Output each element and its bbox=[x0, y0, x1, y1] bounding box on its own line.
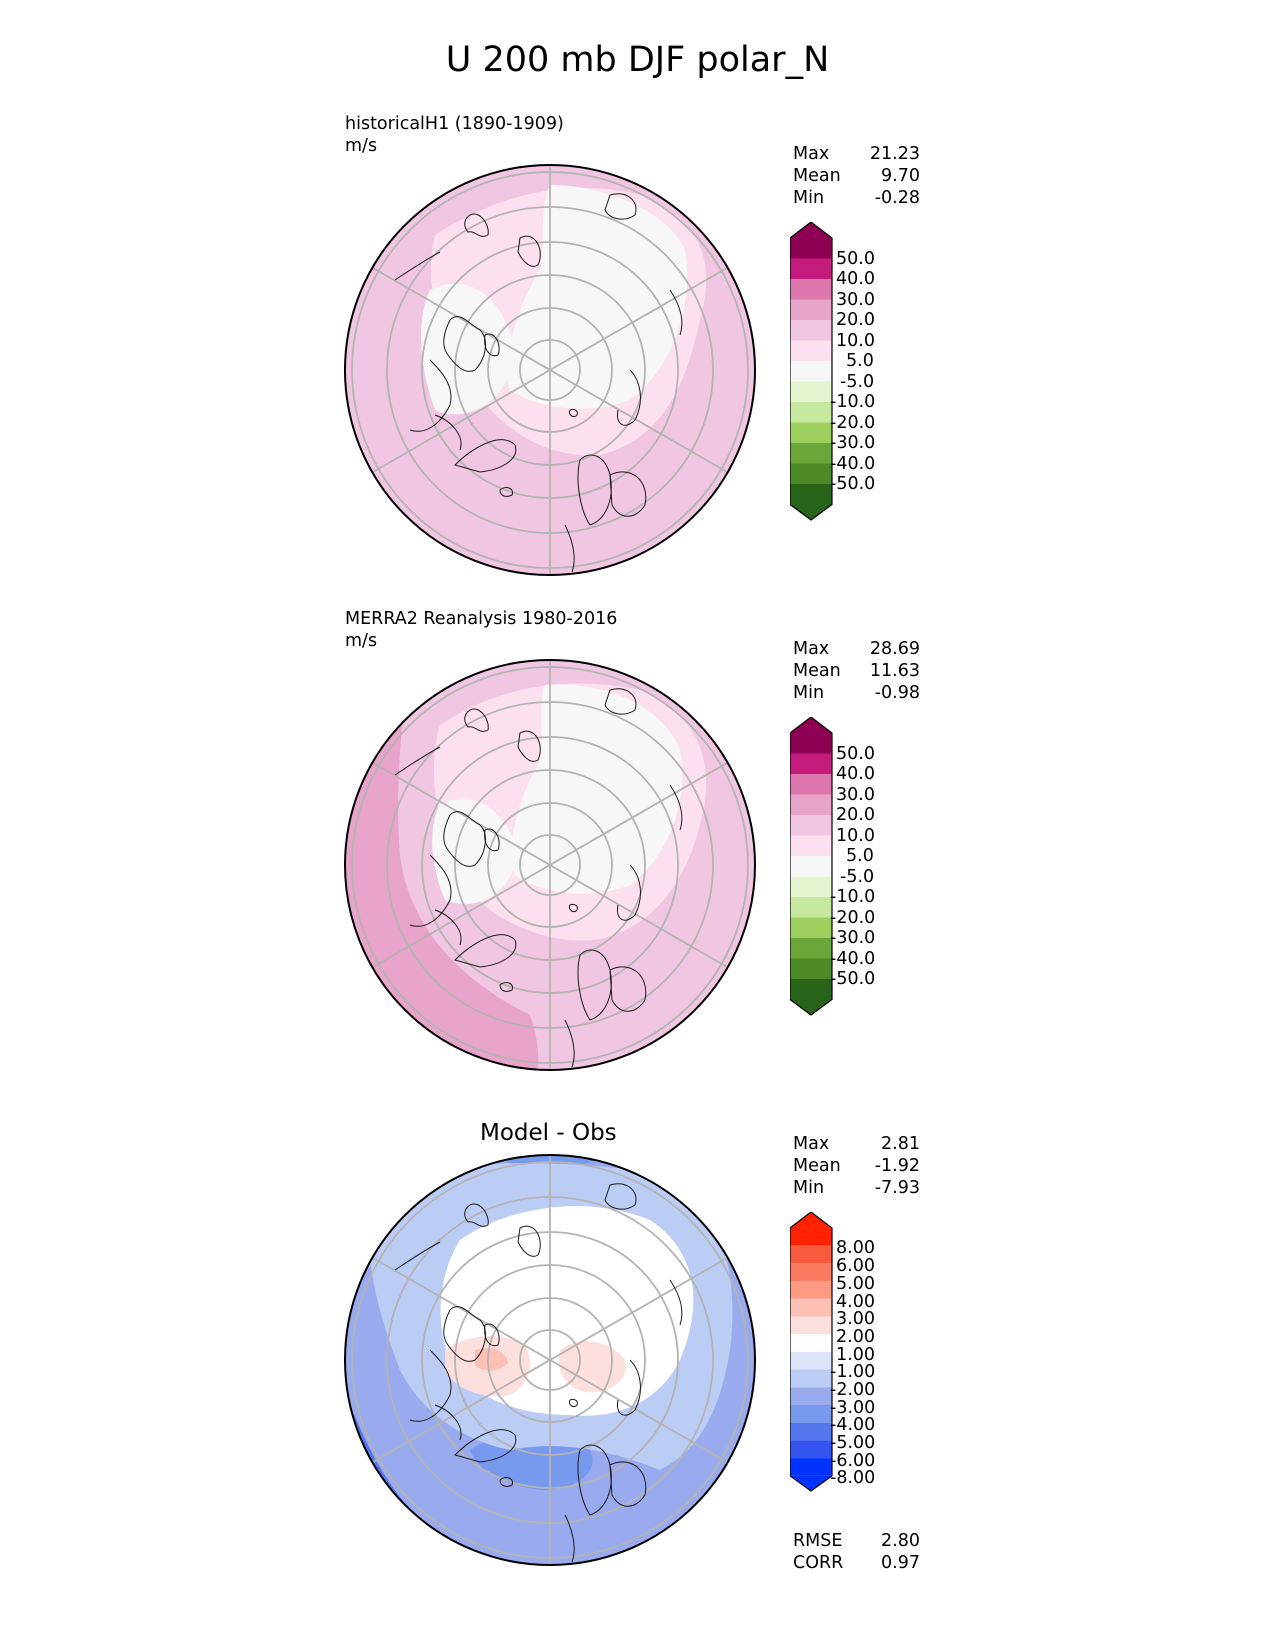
colorbar-tick-label: -40.0 bbox=[830, 454, 876, 474]
stat-label: Min bbox=[793, 683, 825, 703]
colorbar-tick-label: -10.0 bbox=[830, 392, 876, 412]
field-fill-neg5-5 bbox=[507, 185, 688, 409]
colorbar-tick-label: -8.00 bbox=[830, 1468, 876, 1488]
colorbar-tick-label: 5.00 bbox=[836, 1274, 875, 1294]
stat-min: -0.98 bbox=[874, 683, 920, 703]
colorbar-tick-label: 1.00 bbox=[836, 1345, 875, 1365]
field-fill-neg5-5-atlantic bbox=[420, 283, 515, 415]
coastlines bbox=[394, 1183, 683, 1563]
colorbar-tick-label: 8.00 bbox=[836, 1238, 875, 1258]
model-dataset-label: historicalH1 (1890-1909) bbox=[345, 114, 564, 134]
graticule bbox=[345, 660, 755, 1070]
stat-label: Min bbox=[793, 188, 825, 208]
graticule bbox=[345, 165, 755, 575]
model-colorbar bbox=[790, 222, 833, 521]
model-stats: Max 21.23 Mean 9.70 Min -0.28 bbox=[793, 143, 920, 209]
colorbar-tick-label: 40.0 bbox=[836, 269, 875, 289]
diff-stats: Max 2.81 Mean -1.92 Min -7.93 bbox=[793, 1133, 920, 1199]
colorbar-tick-label: 4.00 bbox=[836, 1292, 875, 1312]
colorbar-tick-label: -30.0 bbox=[830, 433, 876, 453]
diff-polar-map bbox=[344, 1154, 756, 1566]
colorbar-tick-label: -10.0 bbox=[830, 887, 876, 907]
colorbar-tick-label: -40.0 bbox=[830, 949, 876, 969]
stat-min: -0.28 bbox=[874, 188, 920, 208]
colorbar-tick-label: -6.00 bbox=[830, 1451, 876, 1471]
diff-fill-neg4-neg3-europe bbox=[470, 1435, 593, 1490]
obs-dataset-label: MERRA2 Reanalysis 1980-2016 bbox=[345, 609, 618, 629]
colorbar-tick-label: 6.00 bbox=[836, 1256, 875, 1276]
stat-max: 2.81 bbox=[881, 1134, 920, 1154]
colorbar-tick-label: 5.0 bbox=[846, 351, 874, 371]
colorbar-tick-label: 2.00 bbox=[836, 1327, 875, 1347]
diff-panel-title: Model - Obs bbox=[480, 1120, 617, 1146]
colorbar-tick-label: 20.0 bbox=[836, 805, 875, 825]
colorbar-tick-label: 10.0 bbox=[836, 331, 875, 351]
obs-panel-title: MERRA2 Reanalysis 1980-2016 m/s bbox=[345, 608, 617, 652]
graticule bbox=[345, 1155, 755, 1565]
colorbar-tick-label: -5.0 bbox=[840, 867, 875, 887]
stat-min: -7.93 bbox=[874, 1178, 920, 1198]
model-units-label: m/s bbox=[345, 136, 378, 156]
colorbar-tick-label: 20.0 bbox=[836, 310, 875, 330]
colorbar-extend-bottom bbox=[790, 504, 832, 520]
colorbar-tick-label: -3.00 bbox=[830, 1398, 876, 1418]
diff-fill-2-3 bbox=[475, 1348, 508, 1371]
colorbar-tick-label: 3.00 bbox=[836, 1309, 875, 1329]
colorbar-tick-label: 10.0 bbox=[836, 826, 875, 846]
stat-label: Mean bbox=[793, 1156, 841, 1176]
diff-colorbar bbox=[790, 1212, 833, 1492]
colorbar-extend-top bbox=[790, 222, 832, 238]
stat-mean: 11.63 bbox=[869, 661, 920, 681]
colorbar-tick-label: 50.0 bbox=[836, 744, 875, 764]
model-polar-map bbox=[344, 164, 756, 576]
rmse-value: 2.80 bbox=[881, 1531, 920, 1551]
obs-colorbar bbox=[790, 717, 833, 1016]
stat-mean: -1.92 bbox=[874, 1156, 920, 1176]
field-fill-20-30 bbox=[345, 660, 539, 1070]
colorbar-tick-label: -4.00 bbox=[830, 1415, 876, 1435]
colorbar-tick-label: -30.0 bbox=[830, 928, 876, 948]
obs-units-label: m/s bbox=[345, 631, 378, 651]
corr-label: CORR bbox=[793, 1553, 844, 1573]
colorbar-extend-bottom bbox=[790, 1475, 832, 1491]
corr-value: 0.97 bbox=[881, 1553, 920, 1573]
stat-mean: 9.70 bbox=[881, 166, 920, 186]
colorbar-tick-label: -5.0 bbox=[840, 372, 875, 392]
stat-label: Max bbox=[793, 639, 830, 659]
colorbar-tick-label: 30.0 bbox=[836, 785, 875, 805]
stat-max: 21.23 bbox=[869, 144, 920, 164]
colorbar-tick-label: 5.0 bbox=[846, 846, 874, 866]
diff-skill-stats: RMSE 2.80 CORR 0.97 bbox=[793, 1530, 920, 1574]
map-boundary bbox=[344, 659, 756, 1071]
stat-label: Min bbox=[793, 1178, 825, 1198]
obs-polar-map bbox=[344, 659, 756, 1071]
colorbar-tick-label: -2.00 bbox=[830, 1380, 876, 1400]
colorbar-tick-label: -5.00 bbox=[830, 1433, 876, 1453]
coastlines bbox=[394, 193, 683, 573]
map-boundary bbox=[344, 164, 756, 576]
colorbar-tick-label: -50.0 bbox=[830, 474, 876, 494]
colorbar-tick-label: -50.0 bbox=[830, 969, 876, 989]
coastlines bbox=[394, 688, 683, 1068]
colorbar-tick-label: 40.0 bbox=[836, 764, 875, 784]
colorbar-tick-label: -20.0 bbox=[830, 908, 876, 928]
colorbar-tick-label: 50.0 bbox=[836, 249, 875, 269]
stat-max: 28.69 bbox=[869, 639, 920, 659]
rmse-label: RMSE bbox=[793, 1531, 843, 1551]
colorbar-extend-top bbox=[790, 1212, 832, 1228]
map-boundary bbox=[344, 1154, 756, 1566]
stat-label: Mean bbox=[793, 166, 841, 186]
obs-stats: Max 28.69 Mean 11.63 Min -0.98 bbox=[793, 638, 920, 704]
stat-label: Max bbox=[793, 144, 830, 164]
stat-label: Mean bbox=[793, 661, 841, 681]
model-panel-title: historicalH1 (1890-1909) m/s bbox=[345, 113, 564, 157]
colorbar-tick-label: -1.00 bbox=[830, 1362, 876, 1382]
stat-label: Max bbox=[793, 1134, 830, 1154]
colorbar-tick-label: 30.0 bbox=[836, 290, 875, 310]
colorbar-extend-bottom bbox=[790, 999, 832, 1015]
colorbar-tick-label: -20.0 bbox=[830, 413, 876, 433]
figure-title: U 200 mb DJF polar_N bbox=[445, 40, 830, 80]
field-fill-neg5-5-atlantic bbox=[432, 798, 518, 905]
colorbar-extend-top bbox=[790, 717, 832, 733]
